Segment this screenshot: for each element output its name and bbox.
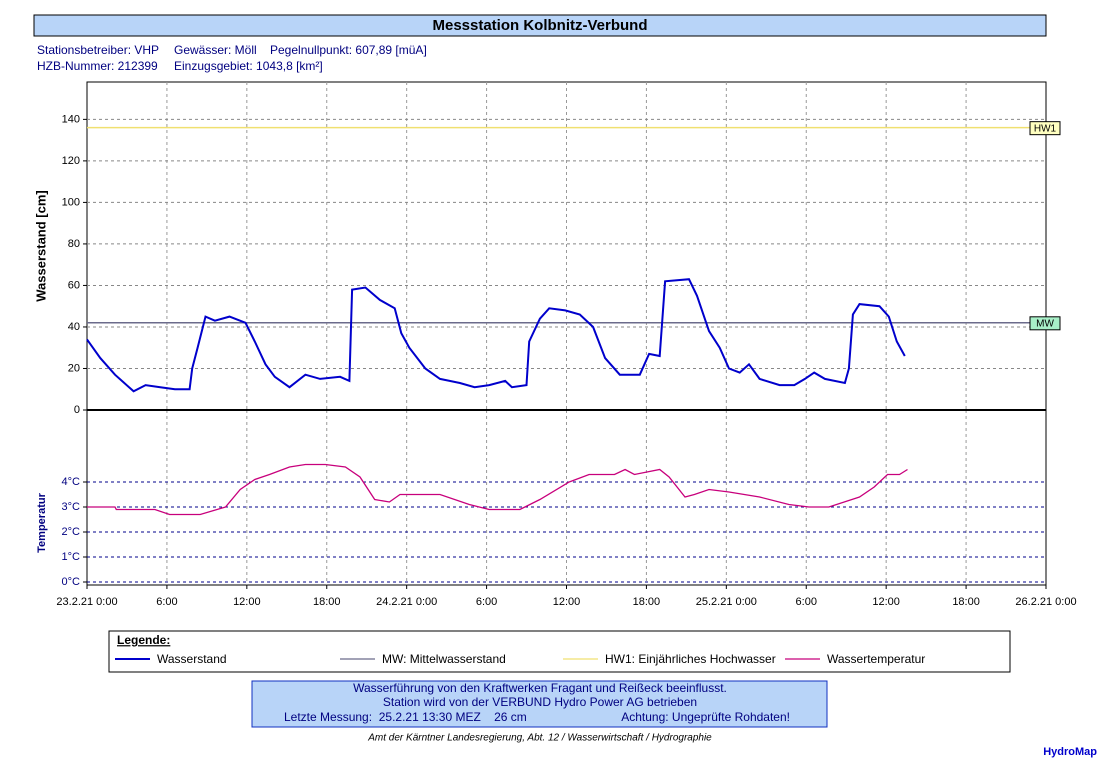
legend-box	[108, 630, 1011, 673]
x-tick-label: 6:00	[476, 596, 497, 608]
data-line	[86, 278, 906, 393]
y-tick-label: 4°C	[62, 476, 81, 488]
reference-label: MW	[1036, 318, 1054, 329]
legend-label: Wasserstand	[157, 652, 227, 666]
y-tick-label: 0°C	[62, 576, 81, 588]
notice: Wasserführung von den Kraftwerken Fragan…	[353, 681, 727, 695]
title-box	[33, 14, 1047, 37]
y-tick-label: 0	[74, 404, 80, 416]
y-tick-label: 40	[68, 321, 80, 333]
notice-box	[251, 680, 828, 728]
info: HZB-Nummer: 212399	[37, 59, 158, 73]
notice: Letzte Messung: 25.2.21 13:30 MEZ 26 cm	[284, 710, 527, 724]
reference-label: HW1	[1034, 123, 1057, 134]
data-line	[87, 463, 908, 516]
x-tick-label: 23.2.21 0:00	[56, 596, 117, 608]
plot-frame	[86, 81, 1047, 586]
notice: Achtung: Ungeprüfte Rohdaten!	[621, 710, 790, 724]
info: Pegelnullpunkt: 607,89 [müA]	[270, 43, 427, 57]
legend-label: Wassertemperatur	[827, 652, 925, 666]
y-tick-label: 120	[62, 155, 80, 167]
legend-label: HW1: Einjährliches Hochwasser	[605, 652, 776, 666]
y-tick-label: 20	[68, 362, 80, 374]
x-tick-label: 6:00	[156, 596, 177, 608]
x-tick-label: 26.2.21 0:00	[1015, 596, 1076, 608]
source: Amt der Kärntner Landesregierung, Abt. 1…	[367, 733, 712, 744]
y-tick-label: 3°C	[62, 501, 81, 513]
x-tick-label: 12:00	[553, 596, 581, 608]
x-tick-label: 12:00	[872, 596, 900, 608]
x-tick-label: 25.2.21 0:00	[696, 596, 757, 608]
legend-label: MW: Mittelwasserstand	[382, 652, 506, 666]
info: Gewässer: Möll	[174, 43, 257, 57]
reference-box	[1029, 121, 1061, 136]
y-tick-label: 60	[68, 279, 80, 291]
legend-title: Legende:	[117, 633, 170, 647]
reference-box	[1029, 316, 1061, 331]
y-tick-label: 80	[68, 238, 80, 250]
y-axis-label: Wasserstand [cm]	[33, 190, 48, 302]
x-tick-label: 24.2.21 0:00	[376, 596, 437, 608]
brand: HydroMap	[1043, 746, 1097, 758]
x-tick-label: 18:00	[952, 596, 980, 608]
y-tick-label: 1°C	[62, 551, 81, 563]
x-tick-label: 6:00	[796, 596, 817, 608]
info: Stationsbetreiber: VHP	[37, 43, 159, 57]
y-tick-label: 2°C	[62, 526, 81, 538]
y-axis-label: Temperatur	[36, 492, 48, 552]
x-tick-label: 12:00	[233, 596, 261, 608]
y-tick-label: 140	[62, 113, 80, 125]
x-tick-label: 18:00	[633, 596, 661, 608]
chart-title: Messstation Kolbnitz-Verbund	[432, 17, 647, 34]
notice: Station wird von der VERBUND Hydro Power…	[383, 695, 697, 709]
x-tick-label: 18:00	[313, 596, 341, 608]
y-tick-label: 100	[62, 196, 80, 208]
info: Einzugsgebiet: 1043,8 [km²]	[174, 59, 323, 73]
